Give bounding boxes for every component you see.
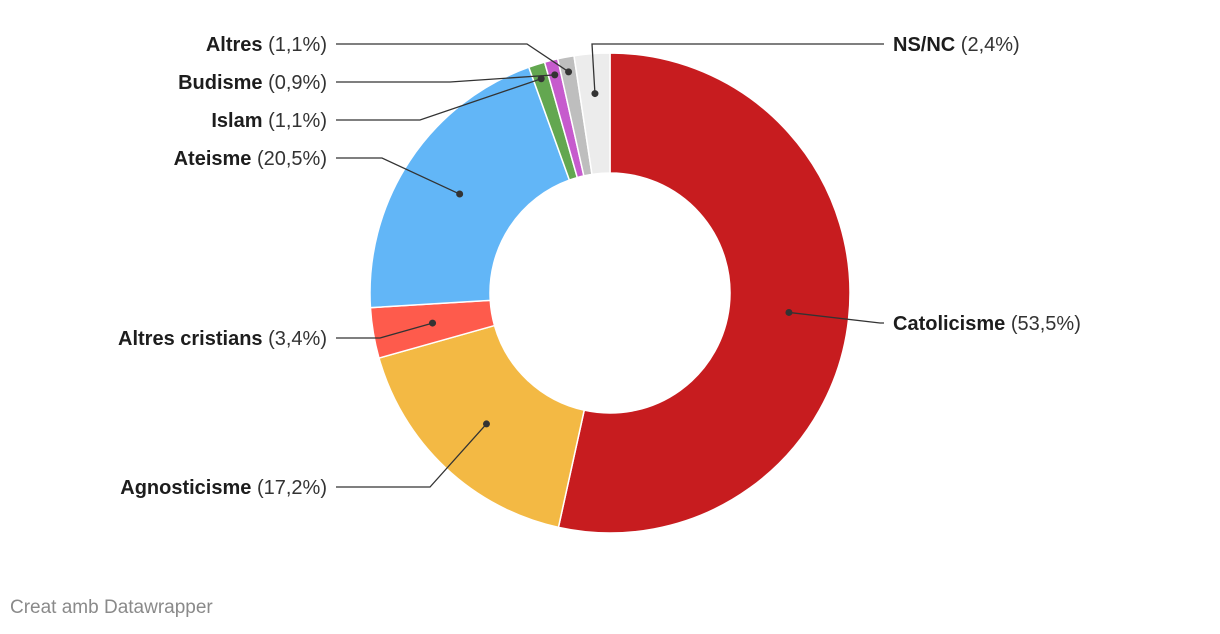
slice-ateisme[interactable] [369,66,571,309]
label-ateisme: Ateisme (20,5%) [174,148,327,170]
leader-dot-catolicisme [785,308,793,316]
slice-ns-nc[interactable] [573,52,611,176]
slice-catolicisme[interactable] [557,52,851,534]
credit-text: Creat amb Datawrapper [10,597,213,618]
leader-line-agnosticisme [336,423,487,488]
leader-dot-ns-nc [591,90,599,98]
leader-line-altres [336,43,569,73]
leader-line-altres-cristians [336,322,433,339]
donut-chart: Catolicisme (53,5%) Agnosticisme (17,2%) A… [118,34,1081,534]
label-catolicisme: Catolicisme (53,5%) [893,313,1081,335]
leader-line-budisme [336,74,555,83]
leader-dot-budisme [551,71,559,79]
leader-dot-altres-cristians [429,319,437,327]
leader-line-ateisme [336,157,460,195]
slices-group [369,52,851,534]
label-altres-cristians: Altres cristians (3,4%) [118,328,327,350]
leader-line-catolicisme [788,311,884,324]
label-islam: Islam (1,1%) [211,110,327,132]
label-altres: Altres (1,1%) [206,34,327,56]
leader-dot-altres [565,68,573,76]
leader-dot-islam [537,75,545,83]
label-ns-nc: NS/NC (2,4%) [893,34,1020,56]
leader-line-islam [336,78,542,121]
chart-svg: Catolicisme (53,5%) Agnosticisme (17,2%) A… [118,34,1081,534]
leader-dot-agnosticisme [482,420,490,428]
label-budisme: Budisme (0,9%) [178,72,327,94]
label-agnosticisme: Agnosticisme (17,2%) [120,477,327,499]
leader-dot-ateisme [456,190,464,198]
leader-lines-group [336,43,884,488]
slice-agnosticisme[interactable] [378,324,586,529]
leader-line-ns-nc [591,43,884,94]
labels-group: Catolicisme (53,5%) Agnosticisme (17,2%) A… [118,34,1081,499]
